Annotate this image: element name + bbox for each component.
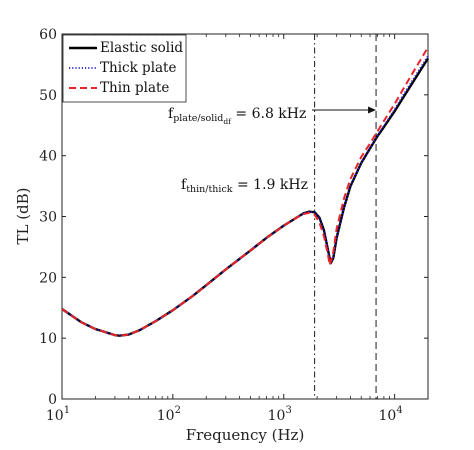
x-tick-label: 103 bbox=[268, 405, 292, 424]
annotation-thin-thick: fthin/thick = 1.9 kHz bbox=[181, 177, 308, 195]
y-tick-label: 10 bbox=[39, 331, 57, 347]
y-tick-label: 50 bbox=[39, 88, 57, 104]
x-axis-title: Frequency (Hz) bbox=[186, 426, 305, 444]
vertical-reference-lines bbox=[314, 34, 377, 399]
annotation-arrowhead bbox=[368, 106, 377, 114]
annotation-plate-solid-value: = 6.8 kHz bbox=[231, 106, 306, 122]
annotation-thin-thick-label: fthin/thick = 1.9 kHz bbox=[181, 177, 308, 195]
legend-label-thick-plate: Thick plate bbox=[100, 60, 176, 76]
annotation-thin-thick-value: = 1.9 kHz bbox=[233, 177, 308, 193]
y-tick-label: 0 bbox=[48, 392, 57, 408]
legend: Elastic solid Thick plate Thin plate bbox=[62, 34, 187, 103]
annotation-plate-solid-label: fplate/soliddf = 6.8 kHz bbox=[168, 106, 306, 126]
legend-box bbox=[62, 34, 187, 103]
annotation-thin-thick-sub: thin/thick bbox=[186, 184, 233, 195]
annotation-thin-thick-main: f bbox=[181, 177, 188, 193]
axis-ticks: 0 10 20 30 40 50 60 101 102 103 104 bbox=[39, 27, 429, 424]
y-tick-label: 40 bbox=[39, 149, 57, 165]
x-tick-label: 102 bbox=[157, 405, 181, 424]
legend-label-thin-plate: Thin plate bbox=[100, 80, 169, 96]
annotation-plate-solid-sub2: df bbox=[223, 117, 232, 126]
annotation-plate-solid: fplate/soliddf = 6.8 kHz bbox=[168, 106, 377, 126]
y-axis-title: TL (dB) bbox=[14, 187, 32, 244]
legend-label-elastic-solid: Elastic solid bbox=[100, 40, 183, 56]
series-lines bbox=[61, 46, 430, 337]
y-tick-label: 30 bbox=[39, 210, 57, 226]
y-tick-label: 20 bbox=[39, 270, 57, 286]
x-tick-label: 104 bbox=[379, 405, 403, 424]
annotation-plate-solid-main: f bbox=[168, 106, 175, 122]
y-tick-label: 60 bbox=[39, 27, 57, 43]
x-tick-label: 101 bbox=[46, 405, 70, 424]
series-line-thin-plate bbox=[61, 46, 429, 337]
annotation-plate-solid-sub: plate/solid bbox=[173, 113, 223, 124]
